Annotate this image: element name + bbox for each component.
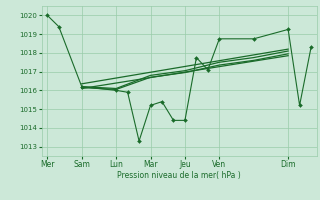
X-axis label: Pression niveau de la mer( hPa ): Pression niveau de la mer( hPa ) bbox=[117, 171, 241, 180]
